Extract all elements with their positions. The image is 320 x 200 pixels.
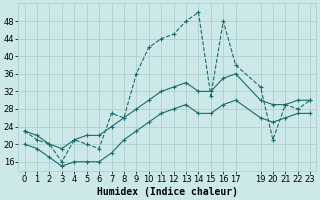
X-axis label: Humidex (Indice chaleur): Humidex (Indice chaleur) (97, 186, 238, 197)
